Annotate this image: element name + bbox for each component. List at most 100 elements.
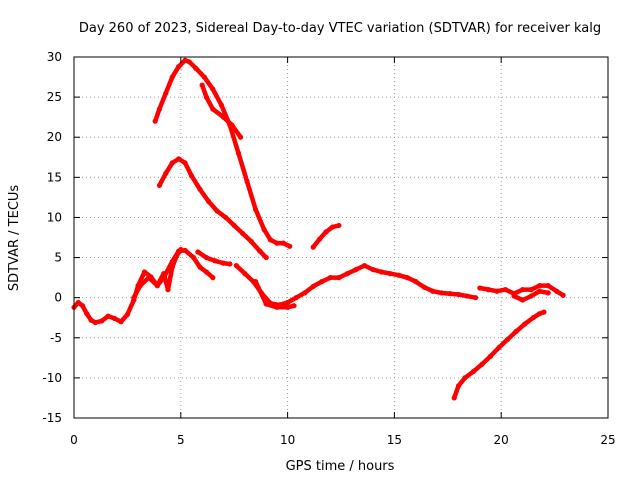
data-point xyxy=(438,290,444,296)
data-point xyxy=(99,318,105,324)
data-point xyxy=(186,59,192,65)
data-point xyxy=(329,224,336,230)
data-point xyxy=(327,275,333,281)
data-point xyxy=(212,258,218,264)
data-point xyxy=(455,383,462,389)
data-point xyxy=(203,94,210,100)
data-point xyxy=(323,229,329,235)
data-point xyxy=(220,114,227,120)
data-point xyxy=(267,237,274,243)
y-tick-label: -15 xyxy=(42,411,62,425)
data-point xyxy=(287,243,293,249)
chart-title: Day 260 of 2023, Sidereal Day-to-day VTE… xyxy=(79,21,601,36)
data-point xyxy=(421,284,427,290)
data-point xyxy=(161,271,167,277)
data-point xyxy=(191,254,197,261)
data-point xyxy=(154,283,160,289)
data-point xyxy=(79,303,86,309)
data-point xyxy=(205,198,212,204)
data-point xyxy=(378,269,385,275)
y-tick-label: 10 xyxy=(47,210,62,224)
x-tick-label: 25 xyxy=(600,433,615,447)
data-point xyxy=(135,283,141,289)
data-point xyxy=(263,301,269,307)
data-point xyxy=(203,254,210,261)
data-point xyxy=(214,208,220,214)
y-tick-label: 5 xyxy=(54,251,62,265)
data-point xyxy=(193,65,199,71)
data-point xyxy=(528,293,534,299)
data-point xyxy=(537,311,543,317)
data-point xyxy=(252,279,259,285)
data-point xyxy=(257,248,263,254)
data-point xyxy=(310,283,316,290)
data-point xyxy=(396,272,402,278)
data-point xyxy=(156,182,163,188)
data-point xyxy=(413,279,419,285)
data-point xyxy=(231,222,237,229)
data-point xyxy=(537,283,543,289)
data-point xyxy=(496,344,502,351)
data-point xyxy=(541,309,547,315)
y-tick-label: -5 xyxy=(50,331,62,345)
data-point xyxy=(462,375,468,381)
data-point xyxy=(223,214,229,221)
data-point xyxy=(344,271,351,277)
data-point xyxy=(470,368,477,375)
data-point xyxy=(148,274,154,280)
data-point xyxy=(182,57,188,63)
data-point xyxy=(274,240,280,246)
y-tick-label: 20 xyxy=(47,130,62,144)
data-point xyxy=(176,156,182,162)
data-point xyxy=(545,290,551,296)
x-tick-label: 15 xyxy=(387,433,402,447)
data-point xyxy=(317,236,323,242)
data-point xyxy=(291,303,297,309)
data-point xyxy=(227,261,233,267)
data-point xyxy=(182,247,188,253)
data-point xyxy=(485,287,491,293)
data-point xyxy=(502,287,509,293)
data-point xyxy=(131,297,137,303)
data-point xyxy=(163,170,169,176)
data-point xyxy=(199,82,205,88)
data-point xyxy=(210,106,216,112)
x-axis-label: GPS time / hours xyxy=(286,459,395,474)
axis-ticks: 0 5 10 15 20 25 -15 -10 -5 0 5 10 15 20 25 30 xyxy=(42,50,615,447)
data-point xyxy=(447,291,453,297)
data-point xyxy=(244,178,250,184)
data-point xyxy=(84,311,90,317)
data-point xyxy=(263,254,269,261)
data-point xyxy=(554,288,560,294)
data-point xyxy=(197,186,203,192)
data-point xyxy=(336,222,342,229)
data-point xyxy=(210,275,216,281)
data-point xyxy=(238,134,244,140)
data-point xyxy=(353,266,359,273)
data-point xyxy=(118,319,124,325)
data-point xyxy=(451,395,457,401)
data-point xyxy=(248,238,254,245)
y-tick-label: 25 xyxy=(47,90,62,104)
data-point xyxy=(141,269,148,275)
data-point xyxy=(163,90,169,96)
y-tick-label: 15 xyxy=(47,170,62,184)
data-point xyxy=(293,295,299,301)
data-point xyxy=(404,275,410,281)
data-point xyxy=(472,295,479,301)
data-point xyxy=(176,64,182,70)
x-tick-label: 10 xyxy=(280,433,295,447)
data-point xyxy=(203,269,210,275)
data-point xyxy=(92,319,98,326)
x-tick-label: 20 xyxy=(494,433,509,447)
data-point xyxy=(240,230,246,237)
data-point xyxy=(75,299,81,306)
data-point xyxy=(156,106,163,112)
data-point xyxy=(477,285,483,291)
data-point xyxy=(370,266,376,273)
data-point xyxy=(105,313,111,319)
data-point xyxy=(285,299,291,306)
data-point xyxy=(513,328,519,334)
data-point xyxy=(88,317,94,323)
